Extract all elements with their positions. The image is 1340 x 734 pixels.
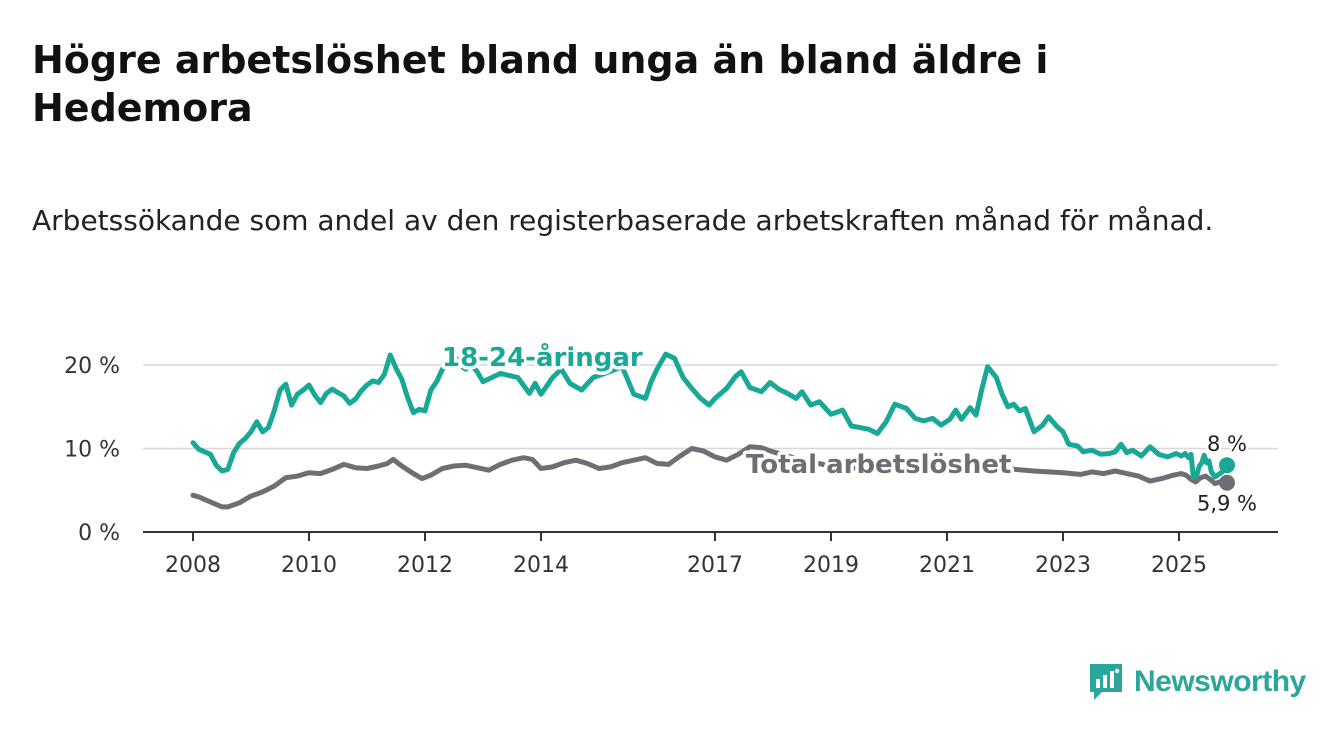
x-tick-label: 2021 [919, 553, 975, 578]
newsworthy-logo: Newsworthy [1088, 660, 1306, 704]
youth-end-value-label: 8 % [1207, 432, 1247, 456]
y-axis-tick-labels: 0 % 10 % 20 % [64, 354, 120, 546]
x-axis: 2008 2010 2012 2014 2017 2019 2021 2023 2025 [143, 531, 1278, 578]
newsworthy-logo-icon [1090, 664, 1122, 700]
y-tick-label: 10 % [64, 438, 120, 463]
total-series-line [190, 444, 1230, 510]
chart-title: Högre arbetslöshet bland unga än bland ä… [32, 38, 1049, 130]
series-lines [190, 351, 1235, 510]
youth-end-point [1219, 457, 1235, 474]
x-tick-label: 2017 [687, 553, 743, 578]
total-series-label: Total arbetslöshet [746, 450, 1011, 480]
x-tick-label: 2023 [1035, 553, 1091, 578]
total-end-value-label: 5,9 % [1197, 492, 1257, 516]
line-chart: 0 % 10 % 20 % 2008 2010 2012 2014 2017 2019 2021… [64, 338, 1278, 578]
newsworthy-logo-text: Newsworthy [1134, 665, 1306, 698]
chart-subtitle: Arbetssökande som andel av den registerb… [32, 204, 1214, 237]
youth-series-label: 18-24-åringar [442, 341, 643, 373]
x-tick-label: 2008 [165, 553, 221, 578]
total-end-point [1219, 474, 1235, 491]
y-tick-label: 20 % [64, 354, 120, 379]
x-tick-label: 2025 [1151, 553, 1207, 578]
youth-series-line [190, 351, 1230, 481]
x-tick-label: 2019 [803, 553, 859, 578]
series-labels: 18-24-åringar Total arbetslöshet 8 % 5,9 % [439, 338, 1260, 519]
y-tick-label: 0 % [78, 521, 120, 546]
x-tick-label: 2012 [397, 553, 453, 578]
x-tick-label: 2014 [513, 553, 569, 578]
x-tick-label: 2010 [281, 553, 337, 578]
